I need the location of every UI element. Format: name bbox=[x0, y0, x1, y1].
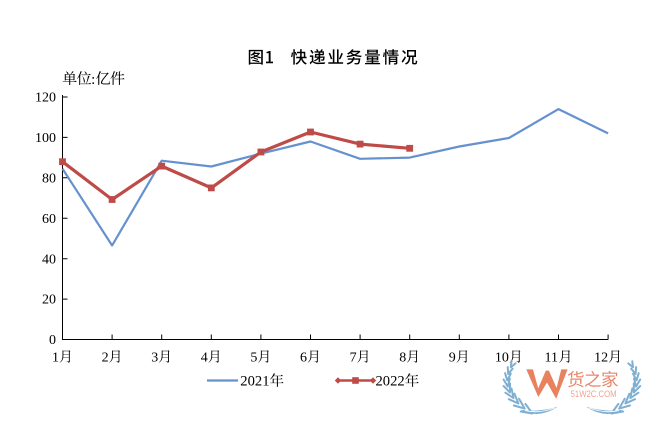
svg-text:10: 10 bbox=[495, 351, 509, 366]
svg-text:3: 3 bbox=[151, 351, 158, 366]
svg-text:2: 2 bbox=[102, 351, 109, 366]
svg-text:60: 60 bbox=[42, 212, 56, 227]
svg-text:100: 100 bbox=[35, 131, 56, 146]
svg-text:80: 80 bbox=[42, 171, 56, 186]
svg-text:9: 9 bbox=[449, 351, 456, 366]
svg-text:2021: 2021 bbox=[240, 374, 269, 390]
svg-text:6: 6 bbox=[300, 351, 307, 366]
svg-text::: : bbox=[91, 72, 95, 88]
svg-text:51W2C.COM: 51W2C.COM bbox=[571, 389, 617, 399]
svg-text:40: 40 bbox=[42, 252, 56, 267]
svg-text:1: 1 bbox=[52, 351, 59, 366]
svg-text:2022: 2022 bbox=[376, 374, 405, 390]
svg-text:120: 120 bbox=[35, 91, 56, 106]
svg-text:4: 4 bbox=[201, 351, 208, 366]
svg-text:7: 7 bbox=[350, 351, 357, 366]
svg-text:11: 11 bbox=[545, 351, 558, 366]
svg-text:12: 12 bbox=[594, 351, 608, 366]
svg-text:5: 5 bbox=[250, 351, 257, 366]
svg-text:8: 8 bbox=[399, 351, 406, 366]
svg-text:0: 0 bbox=[49, 333, 56, 348]
svg-text:20: 20 bbox=[42, 293, 56, 308]
